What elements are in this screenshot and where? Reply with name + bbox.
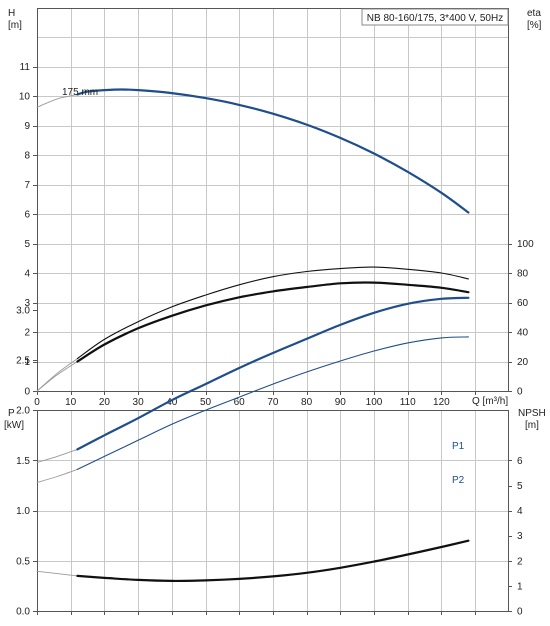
right-tick-label: 0 xyxy=(517,387,523,398)
left-tick-label: 10 xyxy=(19,92,31,103)
left-tick-label: 3.0 xyxy=(16,305,30,316)
chart-title-box xyxy=(361,8,509,26)
power-npsh-tick-labels: 0.0 0.5 1.0 1.5 2.0 2.5 3.0 0 1 2 3 4 5 6 xyxy=(16,305,523,617)
left-tick-label: 0 xyxy=(24,387,30,398)
series-line-bot-2 xyxy=(76,539,470,583)
power-npsh-panel: 0.0 0.5 1.0 1.5 2.0 2.5 3.0 0 1 2 3 4 5 6 P [kW] NPSH… xyxy=(4,296,546,618)
x-tick-label: 50 xyxy=(200,397,212,408)
left-tick-label: 1.0 xyxy=(16,506,30,517)
left-tick-label: 1.5 xyxy=(16,456,30,467)
x-tick-label: 120 xyxy=(433,397,450,408)
right-tick-label: 5 xyxy=(517,481,523,492)
left-tick-label: 1 xyxy=(24,357,30,368)
npsh-axis-unit: [m] xyxy=(525,420,539,431)
x-tick-label: 30 xyxy=(133,397,145,408)
series-line-175-mm xyxy=(76,88,470,214)
x-tick-label: 90 xyxy=(335,397,347,408)
x-tick-label: 0 xyxy=(34,397,40,408)
x-tick-label: 100 xyxy=(366,397,383,408)
x-tick-label: 60 xyxy=(234,397,246,408)
p2-series-label: P2 xyxy=(452,475,465,486)
series-lead-in-line xyxy=(36,448,78,463)
left-tick-label: 2 xyxy=(24,328,30,339)
series-lead-in-line xyxy=(36,94,78,108)
impeller-diameter-annotation: 175 mm xyxy=(62,87,98,98)
right-tick-label: 2 xyxy=(517,556,523,567)
left-tick-label: 8 xyxy=(24,151,30,162)
head-axis-unit: [m] xyxy=(8,20,22,31)
x-tick-label: 10 xyxy=(65,397,77,408)
right-tick-label: 80 xyxy=(517,269,529,280)
x-tick-label: 80 xyxy=(301,397,313,408)
left-tick-label: 6 xyxy=(24,210,30,221)
series-lead-in-line xyxy=(36,468,78,483)
left-tick-label: 2.5 xyxy=(16,356,30,367)
npsh-axis-label: NPSH xyxy=(518,408,546,419)
power-axis-label: P xyxy=(8,408,15,419)
head-efficiency-curves xyxy=(36,88,470,392)
series-lead-in-line xyxy=(36,361,78,392)
x-tick-label: 70 xyxy=(267,397,279,408)
left-tick-label: 5 xyxy=(24,239,30,250)
p1-series-label: P1 xyxy=(452,441,465,452)
series-line-p2 xyxy=(76,336,469,470)
series-lead-in-line xyxy=(36,570,78,577)
x-tick-label: 40 xyxy=(166,397,178,408)
right-tick-label: 60 xyxy=(517,298,529,309)
power-axis-unit: [kW] xyxy=(4,420,24,431)
right-tick-label: 20 xyxy=(517,357,529,368)
series-line-top-1 xyxy=(76,266,469,360)
left-tick-label: 4 xyxy=(24,269,30,280)
right-tick-label: 100 xyxy=(517,239,534,250)
right-tick-label: 40 xyxy=(517,328,529,339)
left-tick-label: 11 xyxy=(20,62,31,73)
right-tick-label: 0 xyxy=(517,607,523,618)
series-line-p1 xyxy=(76,296,470,451)
right-tick-label: 1 xyxy=(517,581,523,592)
x-tick-label: 20 xyxy=(99,397,111,408)
efficiency-axis-unit: [%] xyxy=(527,20,542,31)
efficiency-axis-label: eta xyxy=(527,8,541,19)
left-tick-label: 0.5 xyxy=(16,556,30,567)
left-tick-label: 9 xyxy=(24,121,30,132)
series-line-top-2 xyxy=(76,281,470,363)
power-npsh-curves xyxy=(36,296,470,583)
head-axis-label: H xyxy=(8,8,15,19)
left-tick-label: 0.0 xyxy=(16,607,30,618)
right-tick-label: 6 xyxy=(517,456,523,467)
power-npsh-axes xyxy=(33,310,512,615)
x-tick-label: 110 xyxy=(400,397,416,408)
left-tick-label: 7 xyxy=(24,180,30,191)
left-tick-label: 3 xyxy=(24,298,30,309)
left-tick-label: 2.0 xyxy=(16,406,30,417)
chart-title: NB 80-160/175, 3*400 V, 50Hz xyxy=(367,13,503,24)
flow-axis-label: Q [m³/h] xyxy=(472,396,508,407)
right-tick-label: 4 xyxy=(517,506,523,517)
right-tick-label: 3 xyxy=(517,531,523,542)
